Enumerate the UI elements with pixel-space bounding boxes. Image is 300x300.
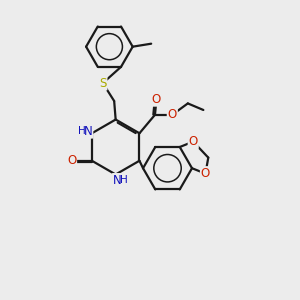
Text: N: N <box>84 125 92 138</box>
Text: H: H <box>77 126 85 136</box>
Text: O: O <box>67 154 76 167</box>
Text: H: H <box>120 176 128 185</box>
Text: O: O <box>168 108 177 121</box>
Text: O: O <box>189 135 198 148</box>
Text: S: S <box>99 76 106 90</box>
Text: O: O <box>201 167 210 180</box>
Text: O: O <box>152 93 161 106</box>
Text: N: N <box>113 174 122 187</box>
